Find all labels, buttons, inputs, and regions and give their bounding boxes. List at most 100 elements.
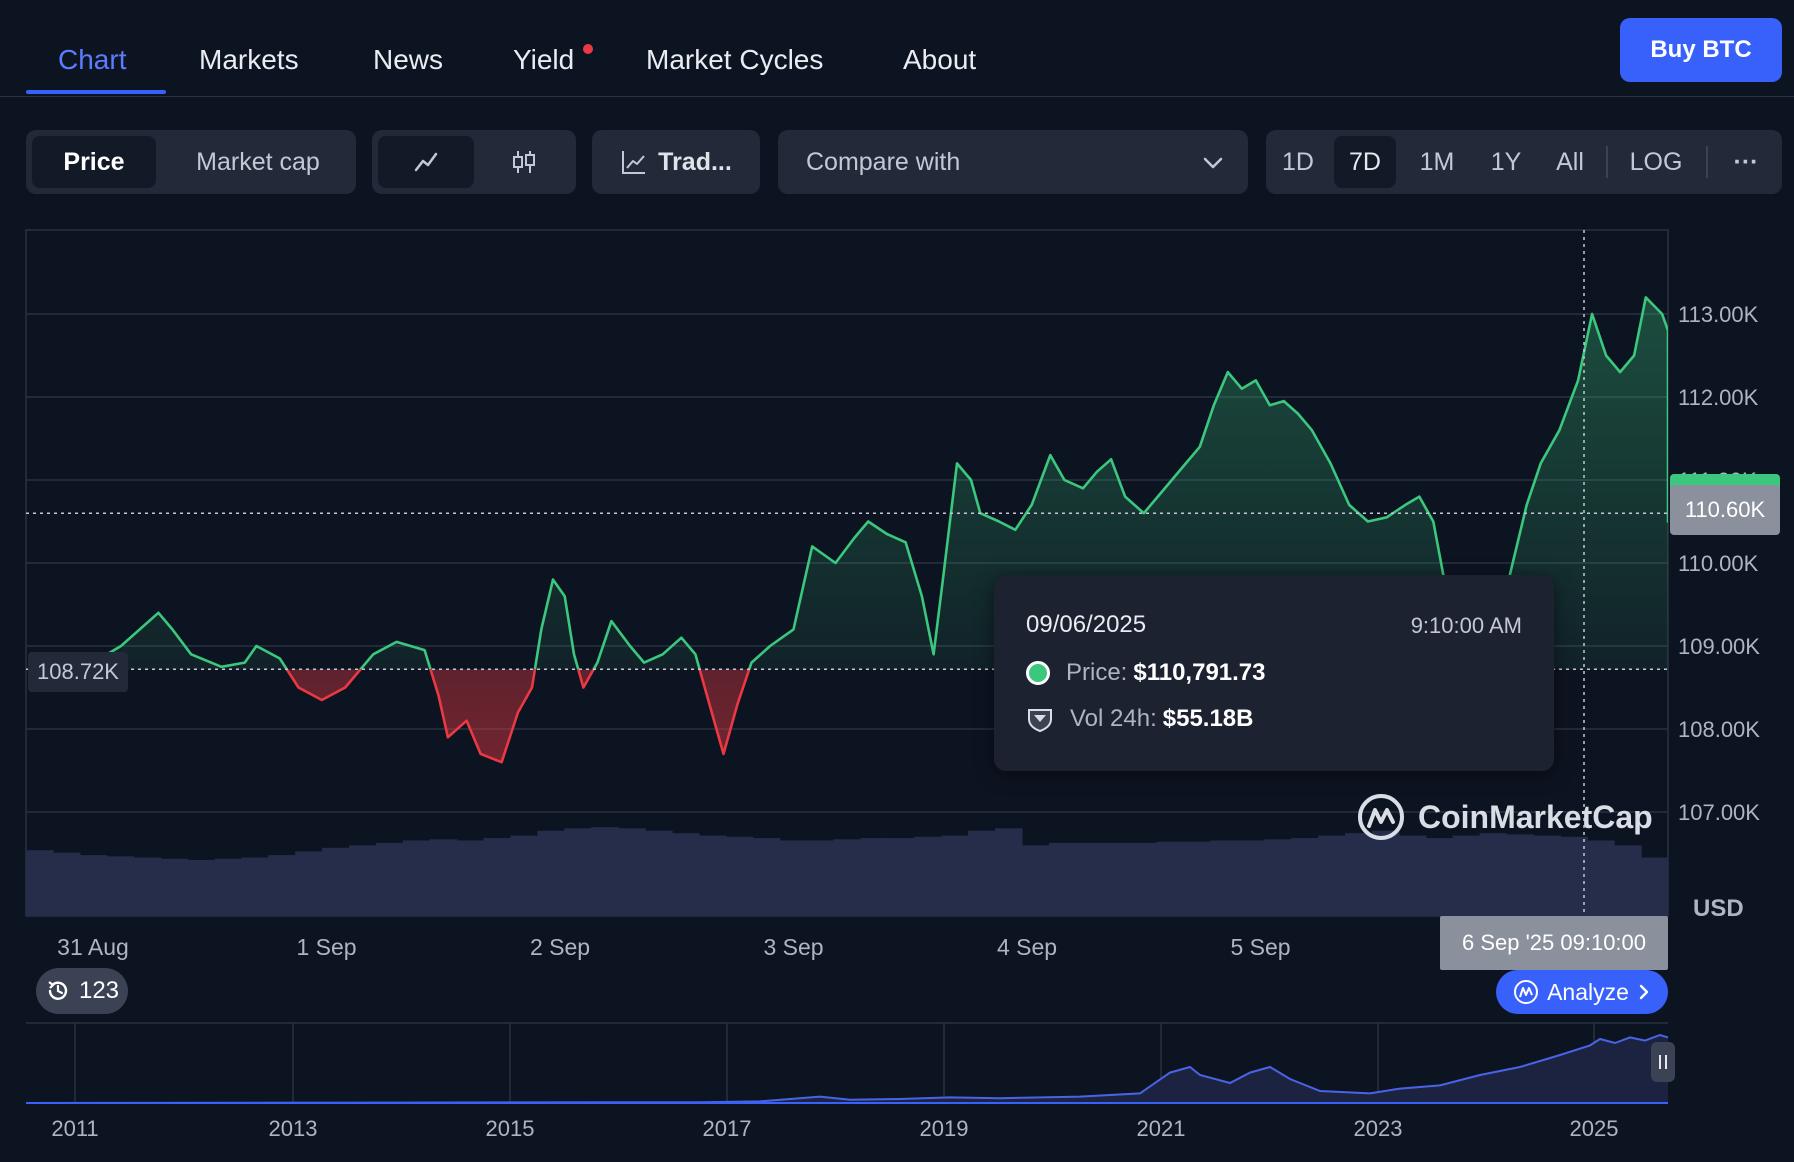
volume-bar (375, 842, 404, 916)
tab-yield[interactable]: Yield (513, 44, 575, 75)
volume-bar (1641, 857, 1669, 916)
volume-bar (241, 857, 269, 916)
volume-bar (1533, 835, 1561, 916)
ai-analyze-icon (1514, 980, 1539, 1004)
volume-bar (160, 858, 189, 916)
volume-bar (1587, 840, 1615, 916)
volume-bar (698, 835, 727, 916)
trading-view-button[interactable]: Trad... (598, 136, 754, 188)
volume-bar (1479, 833, 1508, 916)
tab-about[interactable]: About (903, 44, 977, 75)
y-tick-label: 108.00K (1678, 717, 1760, 742)
range-1y-button[interactable]: 1Y (1490, 147, 1522, 176)
range-1m-button[interactable]: 1M (1419, 147, 1455, 176)
watermark-text: CoinMarketCap (1418, 798, 1653, 835)
divider (1606, 146, 1608, 178)
volume-bar (1344, 833, 1373, 916)
trading-view-label: Trad... (658, 147, 732, 176)
navigator-year-label: 2013 (269, 1116, 318, 1141)
volume-bar (1371, 830, 1400, 916)
volume-bar (941, 835, 969, 916)
open-price-tag: 108.72K (28, 652, 128, 692)
volume-bar (1425, 838, 1454, 916)
x-tick-label: 2 Sep (530, 934, 590, 960)
buy-btc-button[interactable]: Buy BTC (1620, 18, 1782, 82)
volume-bar (483, 838, 512, 916)
x-tick-label: 4 Sep (997, 934, 1057, 960)
x-tick-label: 1 Sep (296, 934, 356, 960)
navigator-area (26, 1035, 1668, 1103)
volume-bar (510, 835, 539, 916)
chevron-right-icon (1639, 984, 1649, 1000)
volume-bar (806, 840, 835, 916)
volume-bar (1210, 840, 1238, 916)
range-1d-button[interactable]: 1D (1282, 147, 1314, 176)
volume-bar (833, 839, 862, 916)
price-area-down (46, 669, 1668, 763)
volume-bar (1075, 842, 1104, 916)
compare-select[interactable]: Compare with (778, 130, 1248, 194)
volume-bar (672, 833, 700, 916)
tab-news[interactable]: News (373, 44, 444, 75)
volume-bar (52, 852, 81, 916)
coinmarketcap-watermark: CoinMarketCap (1356, 792, 1653, 842)
volume-bar (322, 847, 350, 916)
log-scale-button[interactable]: LOG (1629, 147, 1683, 176)
coinmarketcap-logo-icon (1358, 794, 1404, 840)
tab-chart[interactable]: Chart (58, 44, 127, 75)
volume-bar (1614, 845, 1642, 916)
volume-bar (1237, 840, 1265, 916)
range-7d-button[interactable]: 7D (1334, 136, 1396, 188)
price-line-down (46, 669, 751, 764)
y-tick-label: 110.00K (1678, 551, 1759, 576)
range-navigator[interactable]: 2011 2013 2015 2017 2019 2021 2023 2025 (0, 1015, 1794, 1162)
currency-label: USD (1693, 895, 1744, 922)
volume-bar (79, 855, 108, 916)
candlestick-chart-button[interactable] (478, 136, 570, 188)
tab-markets[interactable]: Markets (199, 44, 299, 75)
volume-bar (214, 858, 242, 916)
top-nav: Chart Markets News Yield Market Cycles A… (0, 0, 1794, 97)
chart-tooltip: 09/06/2025 9:10:00 AM Price: $110,791.73… (994, 575, 1554, 771)
tooltip-volume-value: $55.18B (1162, 705, 1254, 732)
tooltip-date: 09/06/2025 (1026, 611, 1147, 638)
metric-toggle: Price Market cap (26, 130, 356, 194)
volume-bar (537, 830, 565, 916)
tooltip-volume-label: Vol 24h: (1070, 705, 1157, 732)
navigator-year-label: 2021 (1137, 1116, 1186, 1141)
compare-label: Compare with (806, 148, 961, 176)
volume-shield-icon (1028, 709, 1052, 733)
market-cap-toggle-button[interactable]: Market cap (196, 147, 320, 176)
trend-icon (622, 151, 646, 174)
volume-bar (1102, 842, 1131, 916)
volume-bar (779, 840, 808, 916)
history-button[interactable]: 123 (36, 968, 128, 1014)
chevron-down-icon (1203, 157, 1223, 169)
notification-dot-icon (583, 44, 593, 54)
tab-market-cycles[interactable]: Market Cycles (646, 44, 824, 75)
volume-bar (1183, 841, 1211, 916)
crosshair-price-tag: 110.60K (1670, 485, 1780, 535)
price-toggle-button[interactable]: Price (32, 136, 156, 188)
range-all-button[interactable]: All (1556, 147, 1584, 176)
tooltip-price-value: $110,791.73 (1133, 659, 1266, 686)
tooltip-time: 9:10:00 AM (1410, 613, 1522, 638)
volume-bar (1291, 838, 1319, 916)
analyze-button[interactable]: Analyze (1496, 970, 1668, 1014)
tooltip-price-label: Price: (1066, 659, 1128, 686)
tooltip-volume-row: Vol 24h: $55.18B (1026, 705, 1254, 733)
more-options-button[interactable]: ··· (1733, 147, 1759, 176)
range-selector: 1D 7D 1M 1Y All LOG ··· (1266, 130, 1782, 194)
volume-bar (564, 828, 592, 916)
volume-bar (402, 840, 431, 916)
y-tick-label: 109.00K (1678, 634, 1760, 659)
volume-bar (1021, 845, 1050, 916)
volume-bar (1398, 835, 1427, 916)
line-chart-button[interactable] (378, 136, 474, 188)
x-tick-label: 5 Sep (1230, 934, 1290, 960)
volume-bar (995, 828, 1023, 916)
trading-view-group: Trad... (592, 130, 760, 194)
volume-bar (106, 856, 135, 916)
navigator-year-label: 2023 (1354, 1116, 1403, 1141)
volume-bar (725, 836, 754, 916)
